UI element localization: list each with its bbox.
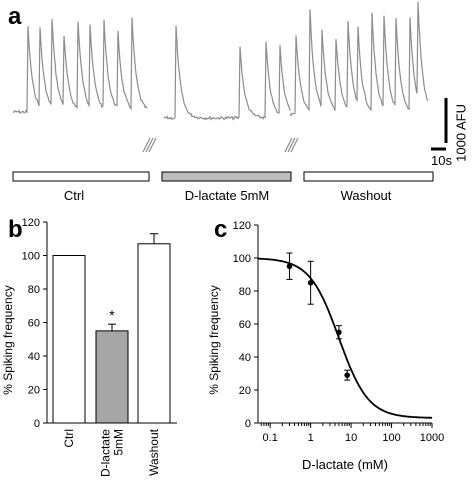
x-category-label: D-lactate: [99, 429, 113, 477]
condition-label-washout: Washout: [341, 188, 392, 203]
x-tick-label: 1000: [420, 432, 444, 444]
bar-chart: 0 20 40 60 80 100 120 Ctrl D-lactate 5mM Washout *: [22, 217, 177, 477]
y-tick-label: 40: [28, 351, 40, 363]
condition-bars: Ctrl D-lactate 5mM Washout: [12, 171, 434, 203]
y-tick-label: 60: [239, 319, 251, 331]
x-tick-label: 100: [382, 432, 400, 444]
scale-amplitude-label: 1000 AFU: [453, 104, 468, 162]
fit-curve: [257, 257, 432, 419]
panel-a-label: a: [8, 3, 22, 30]
x-tick-label: 0.1: [263, 432, 278, 444]
trace-segment-2: [163, 25, 291, 121]
trace-break-mark: [148, 137, 157, 153]
y-tick-label: 60: [28, 318, 40, 330]
trace-break-mark: [142, 137, 151, 153]
bar: [52, 255, 86, 424]
chart-c-xlabel: D-lactate (mM): [302, 457, 388, 472]
trace-break-mark: [287, 137, 296, 153]
data-point: [336, 329, 342, 336]
condition-label-ctrl: Ctrl: [64, 188, 84, 203]
panel-c-label: c: [214, 216, 227, 243]
dose-response-chart: 0 20 40 60 80 100 120 0.1 1 10 100 1000: [233, 220, 445, 444]
y-tick-label: 0: [245, 418, 251, 430]
scale-time-label: 10s: [431, 153, 452, 168]
x-category-label: Washout: [147, 428, 161, 476]
x-tick-label: 10: [345, 432, 357, 444]
condition-bar-dlactate: [161, 171, 292, 182]
condition-bar-ctrl: [12, 171, 150, 182]
chart-c-ylabel: % Spiking frequency: [207, 285, 221, 394]
y-tick-label: 100: [233, 253, 251, 265]
bar: [95, 330, 129, 424]
condition-bar-washout: [303, 171, 434, 182]
trace-break-mark: [290, 137, 299, 153]
condition-label-dlactate: D-lactate 5mM: [185, 188, 270, 203]
x-category-label: 5mM: [112, 429, 126, 456]
chart-b-ylabel: % Spiking frequency: [1, 285, 15, 394]
data-point: [286, 263, 293, 270]
y-tick-label: 40: [239, 352, 251, 364]
scale-bars: 1000 AFU 10s: [431, 98, 468, 168]
y-tick-label: 80: [239, 286, 251, 298]
data-point: [307, 279, 314, 286]
y-tick-label: 100: [22, 251, 40, 263]
x-tick-label: 1: [308, 432, 314, 444]
trace-break-mark: [284, 137, 293, 153]
calcium-traces: [12, 1, 429, 153]
panel-b-label: b: [8, 216, 23, 243]
y-tick-label: 120: [22, 217, 40, 229]
trace-break-mark: [145, 137, 154, 153]
y-tick-label: 20: [28, 385, 40, 397]
trace-segment-3: [289, 1, 429, 117]
significance-marker: *: [109, 307, 115, 323]
y-tick-label: 0: [34, 418, 40, 430]
y-tick-label: 120: [233, 220, 251, 232]
y-tick-label: 80: [28, 284, 40, 296]
trace-segment-1: [12, 17, 148, 115]
y-tick-label: 20: [239, 385, 251, 397]
x-category-label: Ctrl: [62, 429, 76, 448]
bar: [137, 243, 171, 424]
data-point: [344, 372, 350, 378]
